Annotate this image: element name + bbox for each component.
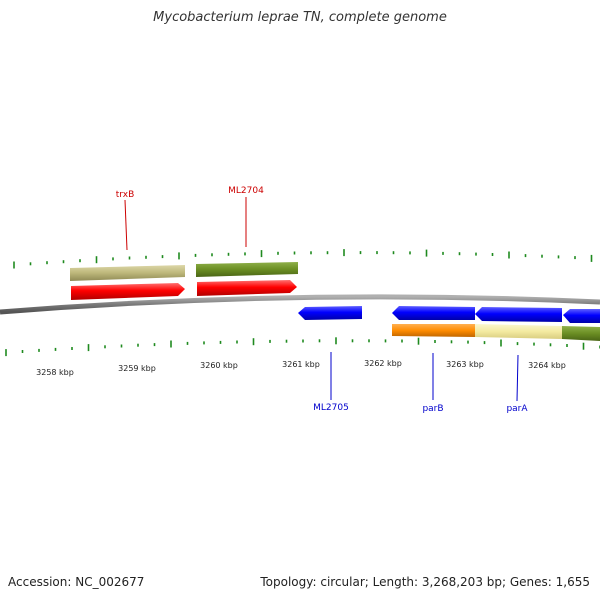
gene-parB-arrow[interactable] <box>392 306 475 320</box>
annotation-bar-khaki <box>70 265 185 281</box>
scale-labels: 3258 kbp 3259 kbp 3260 kbp 3261 kbp 3262… <box>36 359 566 377</box>
accession-text: Accession: NC_002677 <box>8 575 145 589</box>
scale-label: 3260 kbp <box>200 361 238 370</box>
gene-ML2705-arrow[interactable] <box>298 306 362 320</box>
scale-label: 3264 kbp <box>528 361 566 370</box>
gene-label-ML2705[interactable]: ML2705 <box>313 403 349 413</box>
gene-blue-arrow-edge[interactable] <box>563 309 600 323</box>
genome-summary-text: Topology: circular; Length: 3,268,203 bp… <box>260 575 590 589</box>
gene-trxB-arrow[interactable] <box>71 283 185 300</box>
gene-label-ML2704[interactable]: ML2704 <box>228 186 264 196</box>
upper-tick-track <box>13 249 593 269</box>
gene-label-parA[interactable]: parA <box>506 404 528 414</box>
gene-parA-arrow[interactable] <box>475 307 562 322</box>
scale-label: 3263 kbp <box>446 360 484 369</box>
genome-backbone <box>0 294 600 315</box>
gene-label-trxB[interactable]: trxB <box>116 190 135 200</box>
annotation-bar-olive-upper <box>196 262 298 277</box>
annotation-bar-orange <box>392 324 475 337</box>
scale-label: 3261 kbp <box>282 360 320 369</box>
lower-tick-track <box>5 337 600 357</box>
leader-line-trxB <box>124 199 128 251</box>
gene-ML2704-arrow[interactable] <box>197 280 297 296</box>
leader-line-parA <box>516 354 519 402</box>
annotation-bar-paleyellow <box>475 324 562 339</box>
map-title: Mycobacterium leprae TN, complete genome <box>153 10 447 25</box>
scale-label: 3258 kbp <box>36 368 74 377</box>
scale-label: 3262 kbp <box>364 359 402 368</box>
gene-label-parB[interactable]: parB <box>422 404 443 414</box>
scale-label: 3259 kbp <box>118 364 156 373</box>
annotation-bar-olive-lower <box>562 326 600 341</box>
